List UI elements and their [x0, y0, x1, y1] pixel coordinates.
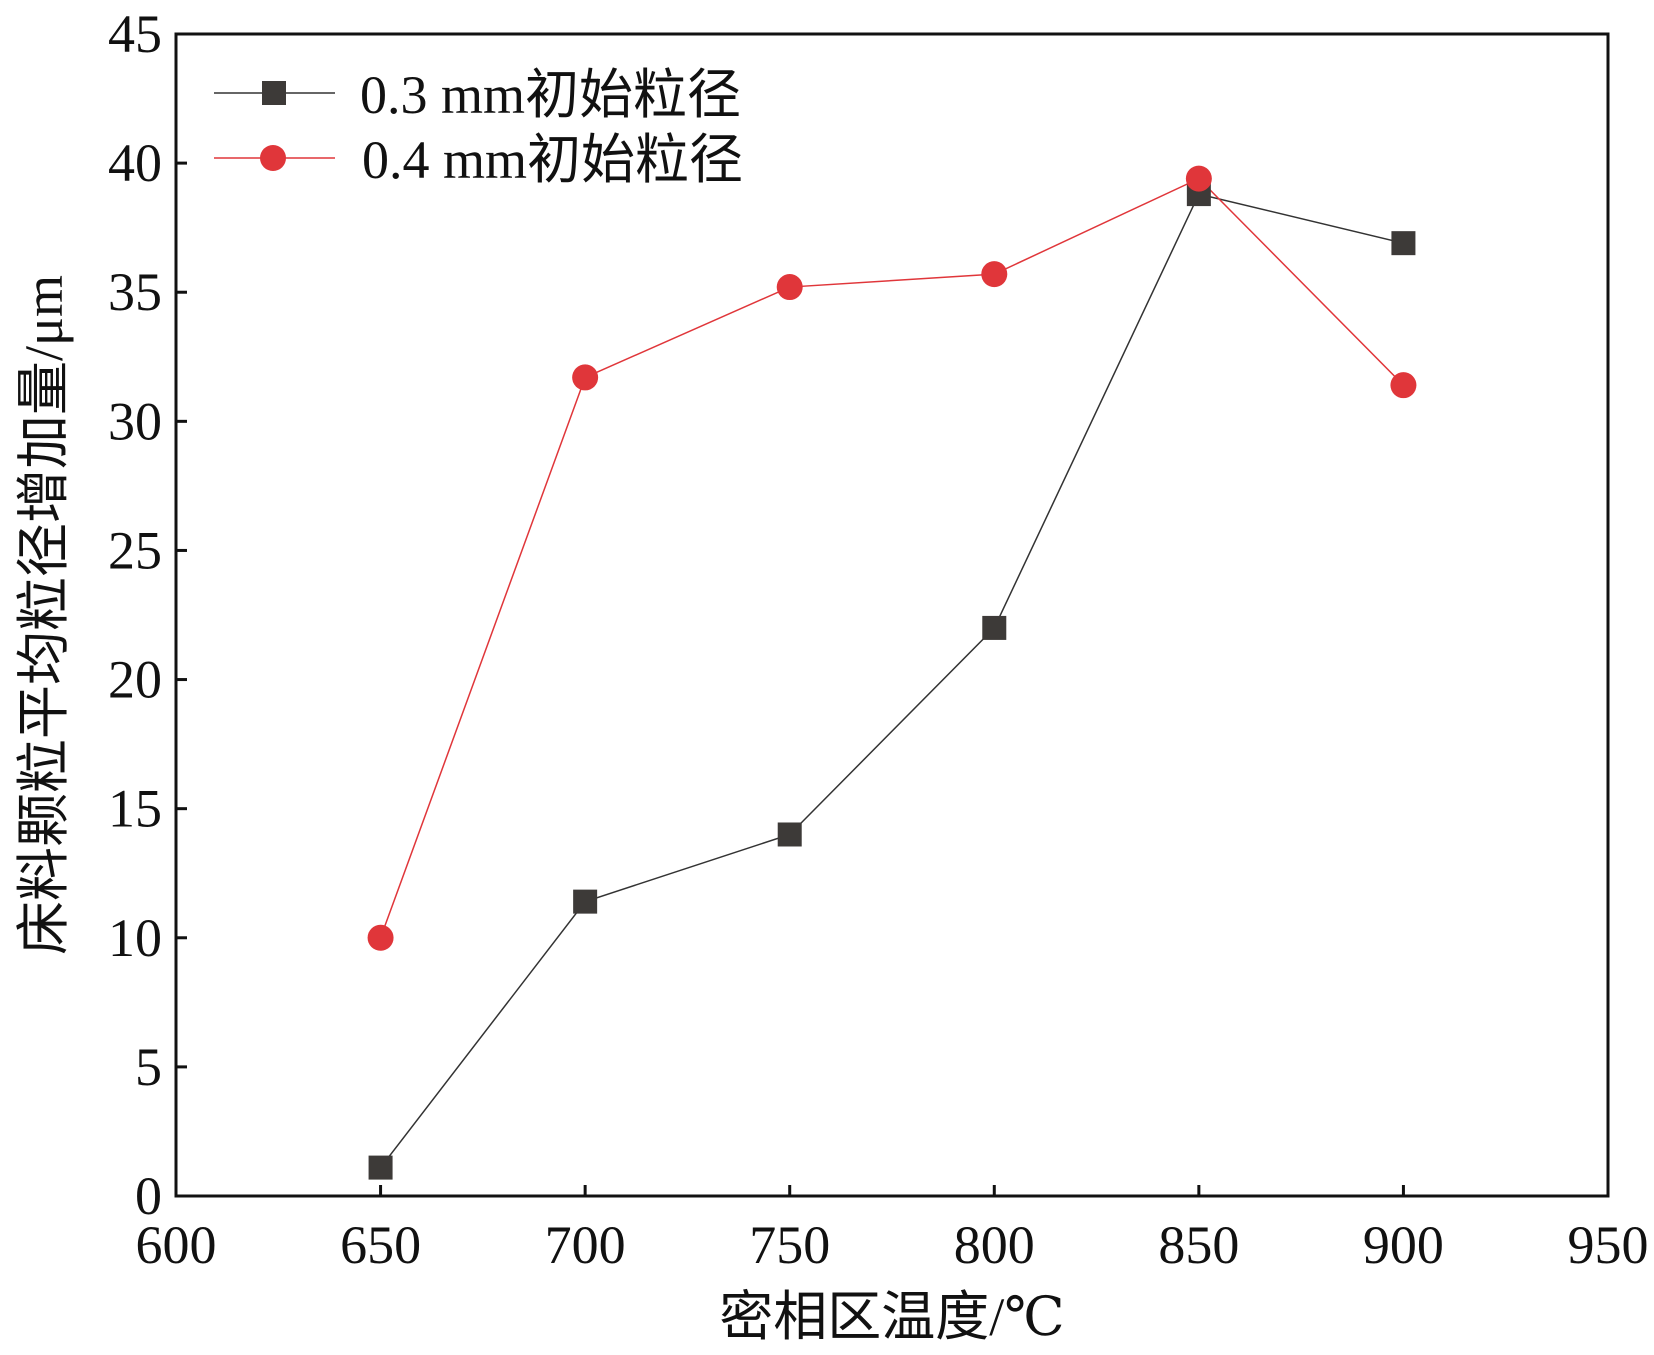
y-tick-label: 10	[108, 908, 162, 968]
series-line-1	[379, 177, 1404, 939]
data-point-circle	[572, 364, 599, 391]
y-tick-label: 35	[108, 262, 162, 322]
y-tick-label: 30	[108, 391, 162, 451]
y-tick-label: 45	[108, 4, 162, 64]
data-point-circle	[1185, 165, 1212, 192]
legend: 0.3 mm初始粒径 0.4 mm初始粒径	[214, 65, 743, 190]
data-point-circle	[776, 274, 803, 301]
y-tick-label: 25	[108, 520, 162, 580]
data-point-circle	[1390, 372, 1417, 399]
data-point-square	[1391, 231, 1416, 256]
y-tick-label: 0	[135, 1166, 162, 1226]
legend-marker-circle	[260, 145, 286, 171]
legend-label-1: 0.4 mm初始粒径	[362, 130, 743, 190]
plot-frame	[174, 32, 1610, 1198]
x-tick-label: 950	[1568, 1215, 1649, 1275]
data-point-circle	[981, 261, 1008, 288]
y-tick-label: 20	[108, 650, 162, 710]
y-tick-label: 15	[108, 779, 162, 839]
data-point-square	[777, 822, 802, 847]
x-tick-label: 700	[545, 1215, 626, 1275]
x-tick-label: 900	[1363, 1215, 1444, 1275]
legend-label-0: 0.3 mm初始粒径	[360, 65, 741, 125]
x-tick-label: 800	[954, 1215, 1035, 1275]
data-point-circle	[367, 924, 394, 951]
x-tick-label: 850	[1158, 1215, 1239, 1275]
series-line-0	[379, 193, 1404, 1169]
data-point-square	[573, 889, 598, 914]
x-axis-label: 密相区温度/℃	[719, 1287, 1064, 1347]
data-point-square	[368, 1155, 393, 1180]
x-tick-label: 750	[749, 1215, 830, 1275]
x-tick-label: 650	[340, 1215, 421, 1275]
x-tick-label: 600	[136, 1215, 217, 1275]
y-tick-label: 5	[135, 1037, 162, 1097]
data-point-square	[982, 615, 1007, 640]
legend-marker-square	[262, 81, 286, 105]
y-axis-label: 床料颗粒平均粒径增加量/μm	[14, 275, 74, 955]
y-tick-label: 40	[108, 133, 162, 193]
